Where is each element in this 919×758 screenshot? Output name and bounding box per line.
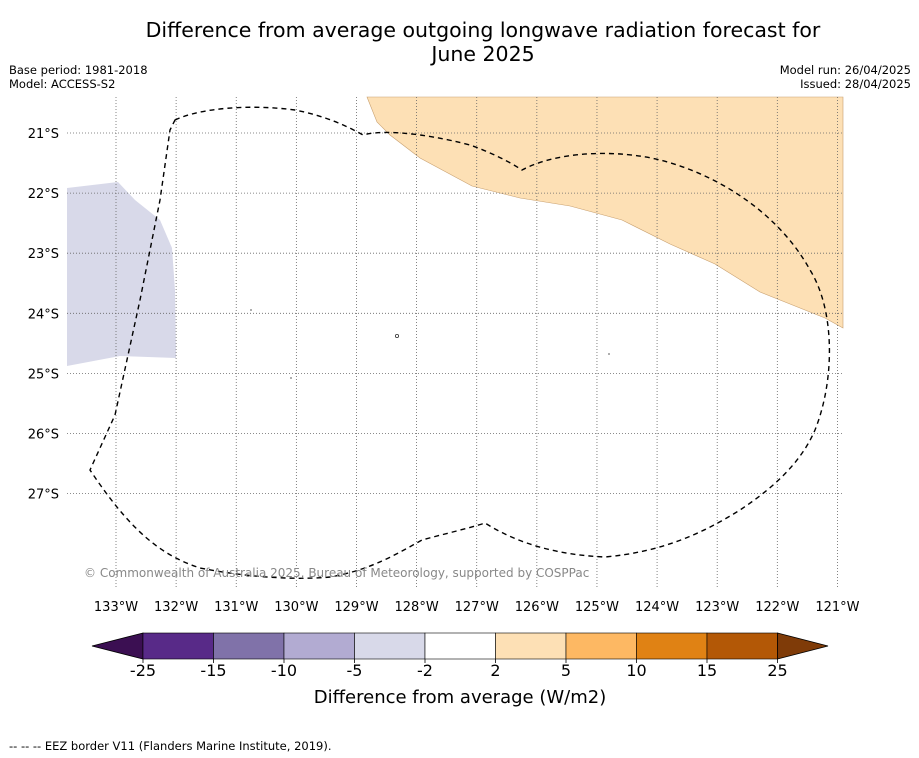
lon-tick-label: 130°W — [274, 600, 318, 615]
lon-tick-label: 129°W — [334, 600, 378, 615]
colorbar-tick-label: -10 — [271, 661, 297, 680]
lon-tick-label: 125°W — [575, 600, 619, 615]
colorbar-segment — [213, 632, 285, 660]
lon-tick-label: 123°W — [695, 600, 739, 615]
lon-tick-label: 127°W — [455, 600, 499, 615]
colorbar-segment — [142, 632, 214, 660]
tiny-features — [250, 309, 610, 379]
colorbar-segment — [636, 632, 708, 660]
base-period: Base period: 1981-2018 — [9, 63, 148, 77]
lat-tick-label: 26°S — [28, 428, 59, 443]
lat-tick-label: 22°S — [28, 187, 59, 202]
colorbar-segment — [565, 632, 637, 660]
lat-tick-label: 24°S — [28, 307, 59, 322]
colorbar: -25 -15 -10 -5 -2 2 5 10 15 25 — [91, 632, 829, 680]
colorbar-tick-label: -15 — [200, 661, 226, 680]
colorbar-segment — [495, 632, 567, 660]
colorbar-extend-min — [91, 632, 144, 660]
colorbar-segment — [706, 632, 778, 660]
colorbar-tick-label: -25 — [130, 661, 156, 680]
lat-tick-label: 25°S — [28, 367, 59, 382]
meta-right: Model run: 26/04/2025 Issued: 28/04/2025 — [780, 63, 911, 91]
colorbar-tick-label: 15 — [697, 661, 717, 680]
chart-title-line-2: June 2025 — [431, 42, 535, 66]
lat-tick-label: 27°S — [28, 488, 59, 503]
region-positive-anomaly — [366, 96, 844, 329]
gridlines — [67, 97, 843, 588]
colorbar-tick-label: 2 — [490, 661, 500, 680]
eez-footnote: -- -- -- EEZ border V11 (Flanders Marine… — [9, 739, 332, 753]
lon-tick-label: 133°W — [94, 600, 138, 615]
lat-tick-label: 21°S — [28, 127, 59, 142]
map-area: © Commonwealth of Australia 2025, Bureau… — [67, 96, 844, 588]
lon-tick-label: 132°W — [154, 600, 198, 615]
chart-svg: © Commonwealth of Australia 2025, Bureau… — [28, 96, 860, 708]
colorbar-segment — [354, 632, 426, 660]
colorbar-tick-label: 25 — [767, 661, 787, 680]
colorbar-segment — [283, 632, 355, 660]
colorbar-tick-label: 5 — [561, 661, 571, 680]
copyright-text: © Commonwealth of Australia 2025, Bureau… — [84, 566, 589, 580]
lon-tick-label: 122°W — [755, 600, 799, 615]
colorbar-tick-label: -5 — [347, 661, 363, 680]
chart-title-line-1: Difference from average outgoing longwav… — [145, 18, 821, 42]
lon-tick-label: 124°W — [635, 600, 679, 615]
lon-tick-label: 131°W — [214, 600, 258, 615]
lon-tick-label: 126°W — [515, 600, 559, 615]
eez-border — [89, 106, 831, 579]
meta-left: Base period: 1981-2018 Model: ACCESS-S2 — [9, 63, 148, 91]
colorbar-tick-label: -2 — [417, 661, 433, 680]
colorbar-extend-max — [777, 632, 829, 660]
latitude-labels: 21°S 22°S 23°S 24°S 25°S 26°S 27°S — [28, 127, 59, 503]
longitude-labels: 133°W 132°W 131°W 130°W 129°W 128°W 127°W 126°W… — [94, 600, 860, 615]
colorbar-label: Difference from average (W/m2) — [314, 687, 606, 708]
model-run: Model run: 26/04/2025 — [779, 63, 911, 77]
colorbar-segment — [424, 632, 496, 660]
lon-tick-label: 128°W — [395, 600, 439, 615]
colorbar-tick-label: 10 — [626, 661, 646, 680]
issued-date: Issued: 28/04/2025 — [800, 77, 911, 91]
region-negative-anomaly — [67, 182, 176, 366]
lat-tick-label: 23°S — [28, 247, 59, 262]
model-name: Model: ACCESS-S2 — [9, 77, 116, 91]
lon-tick-label: 121°W — [815, 600, 859, 615]
chart-title: Difference from average outgoing longwav… — [0, 18, 919, 66]
